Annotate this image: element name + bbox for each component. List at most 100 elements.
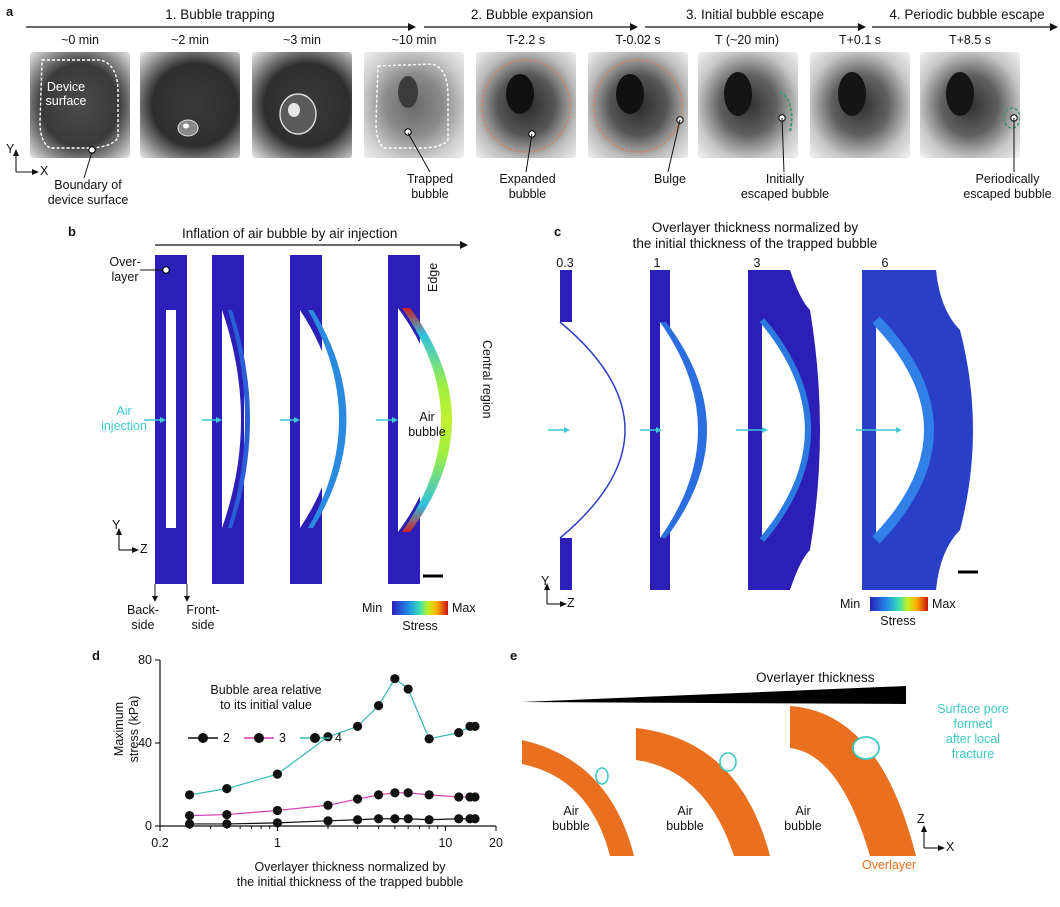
c-colorbar-max: Max	[932, 597, 956, 611]
micrograph-initial-escape	[698, 52, 798, 158]
data-point	[323, 800, 333, 810]
data-point	[403, 814, 413, 824]
micrograph-after-escape	[810, 52, 910, 158]
panel-b-label: b	[68, 224, 76, 239]
data-point	[470, 792, 480, 802]
front-side-label: Front-	[186, 603, 220, 617]
legend-marker	[198, 733, 208, 743]
data-point	[424, 734, 434, 744]
legend-marker	[310, 733, 320, 743]
y-tick-label: 0	[145, 819, 152, 833]
b-colorbar-max: Max	[452, 601, 476, 615]
x-tick-label: 1	[274, 836, 281, 850]
x-axis-label: Overlayer thickness normalized by	[254, 860, 446, 874]
air-bubble-label: Air	[419, 410, 435, 424]
micrograph-expansion-1	[476, 52, 576, 158]
time-label: T-0.02 s	[615, 33, 661, 47]
thickness-value: 3	[753, 256, 761, 270]
data-point	[470, 814, 480, 824]
device-surface-label: Device	[46, 80, 86, 94]
y-tick-label: 40	[138, 736, 152, 750]
micrograph-10min	[364, 52, 464, 158]
overlayer-thickness-label: Overlayer thickness	[756, 670, 875, 685]
expanded-bubble-label: Expanded	[499, 172, 556, 186]
periodically-escaped-label: Periodically	[975, 172, 1040, 186]
panel-a-leader-lines	[13, 117, 1015, 179]
overlayer-label: Over-	[109, 255, 141, 269]
axis-x-label: X	[40, 164, 49, 178]
data-point	[184, 811, 195, 821]
data-point	[323, 816, 333, 826]
data-point	[390, 788, 400, 798]
micrograph-expansion-2	[588, 52, 688, 158]
data-point	[352, 815, 363, 825]
b-axis-y: Y	[112, 518, 121, 532]
data-point	[373, 701, 384, 711]
b-colorbar-min: Min	[362, 601, 383, 615]
boundary-label: Boundary of	[54, 178, 122, 192]
legend-label: 3	[279, 731, 286, 745]
e-air-bubble-label: Air	[563, 804, 579, 818]
axis-y-label: Y	[6, 142, 15, 156]
e-air-bubble-label: Air	[677, 804, 693, 818]
micrograph-2min	[140, 52, 240, 158]
data-point	[272, 769, 283, 779]
data-point	[403, 684, 413, 694]
c-axis-z: Z	[567, 596, 575, 610]
thickness-value: 6	[881, 256, 889, 270]
thickness-value: 1	[653, 256, 661, 270]
data-point	[323, 732, 333, 742]
x-tick-label: 0.2	[151, 836, 168, 850]
data-point	[222, 784, 232, 794]
stage-1-label: 1. Bubble trapping	[165, 7, 275, 22]
x-tick-label: 10	[438, 836, 452, 850]
panel-b-graphics	[116, 241, 468, 615]
e-axis-z: Z	[917, 812, 925, 826]
data-point	[184, 819, 195, 829]
panel-c-title: Overlayer thickness normalized by	[651, 220, 859, 235]
time-label: T+8.5 s	[948, 33, 992, 47]
b-axis-z: Z	[140, 542, 148, 556]
back-side-label: Back-	[127, 603, 159, 617]
legend-marker	[254, 733, 264, 743]
data-point	[424, 790, 434, 800]
panel-c-graphics	[544, 270, 978, 611]
data-point	[272, 818, 283, 828]
legend-label: 4	[335, 731, 342, 745]
legend-title: Bubble area relative	[210, 683, 322, 697]
data-point	[222, 819, 232, 829]
y-tick-label: 80	[138, 653, 152, 667]
time-label: T (~20 min)	[714, 33, 780, 47]
panel-a-label: a	[6, 4, 14, 19]
data-point	[272, 805, 283, 816]
b-colorbar-label: Stress	[402, 619, 438, 633]
data-point	[403, 788, 413, 798]
time-label: ~0 min	[61, 33, 99, 47]
panel-b-title: Inflation of air bubble by air injection	[182, 226, 398, 241]
panel-e-label: e	[510, 648, 518, 663]
bulge-label: Bulge	[654, 172, 686, 186]
time-label: ~10 min	[391, 33, 437, 47]
stage-arrows	[26, 23, 1058, 31]
legend-label: 2	[223, 731, 230, 745]
data-point	[390, 814, 400, 824]
stage-3-label: 3. Initial bubble escape	[685, 7, 825, 22]
c-colorbar-min: Min	[840, 597, 861, 611]
e-overlayer-label: Overlayer	[862, 858, 917, 872]
e-axis-x: X	[946, 840, 955, 854]
data-point	[390, 674, 400, 684]
c-colorbar-label: Stress	[880, 614, 916, 628]
data-point	[184, 790, 195, 800]
panel-d-label: d	[92, 648, 100, 663]
data-point	[454, 814, 464, 824]
c-axis-y: Y	[541, 574, 550, 588]
time-label: ~3 min	[283, 33, 321, 47]
time-label: T-2.2 s	[506, 33, 546, 47]
micrograph-3min	[252, 52, 352, 158]
data-point	[373, 790, 384, 800]
stage-2-label: 2. Bubble expansion	[470, 7, 594, 22]
data-point	[222, 809, 232, 820]
data-point	[454, 792, 464, 802]
panel-c-label: c	[554, 224, 562, 239]
